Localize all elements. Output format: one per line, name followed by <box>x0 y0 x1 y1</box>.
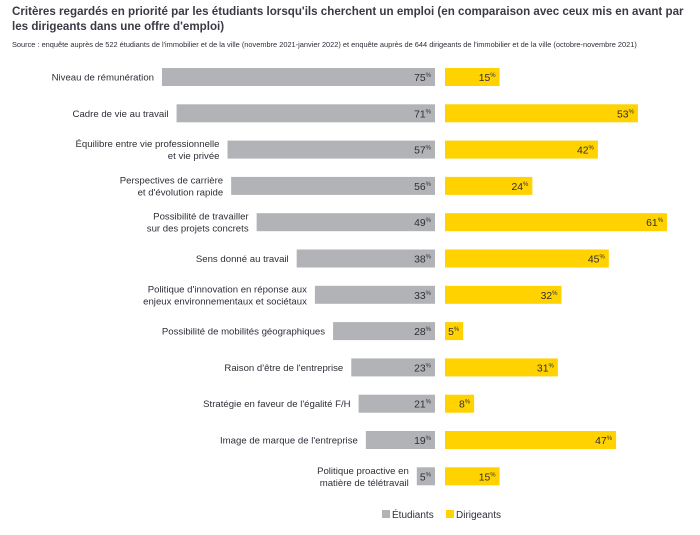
value-dirigeants-7: 5% <box>448 327 460 338</box>
legend-swatch-etudiants <box>382 510 390 518</box>
bar-dirigeants-8 <box>445 358 558 377</box>
bar-dirigeants-9 <box>445 394 475 413</box>
category-label-7: Possibilité de mobilités géographiques <box>162 327 325 338</box>
value-etudiants-11: 5% <box>420 472 432 483</box>
value-dirigeants-4: 61% <box>646 218 664 229</box>
bar-etudiants-1 <box>176 104 435 123</box>
bar-etudiants-4 <box>256 213 435 232</box>
bar-etudiants-7 <box>333 322 435 341</box>
bar-etudiants-0 <box>162 68 435 86</box>
value-dirigeants-10: 47% <box>595 436 613 447</box>
value-etudiants-1: 71% <box>414 109 432 120</box>
bar-etudiants-5 <box>296 249 435 268</box>
chart-title: Critères regardés en priorité par les ét… <box>12 5 684 33</box>
category-label-1: Cadre de vie au travail <box>73 109 169 120</box>
category-label-0: Niveau de rémunération <box>52 73 154 84</box>
value-etudiants-7: 28% <box>414 327 432 338</box>
value-etudiants-4: 49% <box>414 218 432 229</box>
value-etudiants-5: 38% <box>414 255 432 266</box>
value-dirigeants-2: 42% <box>577 146 595 157</box>
bar-dirigeants-5 <box>445 249 609 268</box>
bar-dirigeants-11 <box>445 467 500 486</box>
category-label-4: Possibilité de travailler sur des projets… <box>147 212 250 235</box>
category-label-5: Sens donné au travail <box>196 254 289 265</box>
legend-label-etudiants: Étudiants <box>392 508 434 521</box>
value-etudiants-8: 23% <box>414 363 432 374</box>
bar-dirigeants-0 <box>445 68 500 86</box>
category-label-3: Perspectives de carrière et d'évolution r… <box>120 175 223 198</box>
category-label-10: Image de marque de l'entreprise <box>220 436 358 447</box>
bar-dirigeants-4 <box>445 213 668 232</box>
bar-etudiants-11 <box>416 467 435 486</box>
value-dirigeants-0: 15% <box>479 73 497 84</box>
legend-swatch-dirigeants <box>446 510 454 518</box>
chart-source: Source : enquête auprès de 522 étudiants… <box>12 40 637 49</box>
category-label-2: Équilibre entre vie professionnelle et vi… <box>76 139 220 162</box>
value-etudiants-6: 33% <box>414 291 432 302</box>
bar-dirigeants-7 <box>445 322 464 341</box>
value-etudiants-10: 19% <box>414 436 432 447</box>
bar-dirigeants-6 <box>445 285 562 304</box>
bar-etudiants-6 <box>314 285 435 304</box>
value-dirigeants-6: 32% <box>541 291 559 302</box>
bar-etudiants-3 <box>231 176 435 195</box>
value-dirigeants-1: 53% <box>617 109 635 120</box>
legend-label-dirigeants: Dirigeants <box>456 510 501 521</box>
bar-etudiants-10 <box>365 431 435 449</box>
value-etudiants-0: 75% <box>414 73 432 84</box>
value-dirigeants-3: 24% <box>511 182 529 193</box>
value-dirigeants-11: 15% <box>479 472 497 483</box>
bar-dirigeants-1 <box>445 104 638 123</box>
bar-dirigeants-2 <box>445 140 598 159</box>
bar-dirigeants-10 <box>445 431 617 449</box>
category-label-6: Politique d'innovation en réponse aux enj… <box>143 284 307 307</box>
value-etudiants-3: 56% <box>414 182 432 193</box>
bar-etudiants-9 <box>358 394 435 413</box>
value-dirigeants-8: 31% <box>537 363 555 374</box>
category-label-11: Politique proactive en matière de télétra… <box>317 466 409 489</box>
value-dirigeants-5: 45% <box>588 255 606 266</box>
value-dirigeants-9: 8% <box>459 400 471 411</box>
bar-etudiants-2 <box>227 140 435 159</box>
bar-dirigeants-3 <box>445 176 533 195</box>
category-label-9: Stratégie en faveur de l'égalité F/H <box>203 399 350 410</box>
value-etudiants-9: 21% <box>414 400 432 411</box>
value-etudiants-2: 57% <box>414 146 432 157</box>
category-label-8: Raison d'être de l'entreprise <box>224 363 343 374</box>
bar-etudiants-8 <box>351 358 435 377</box>
